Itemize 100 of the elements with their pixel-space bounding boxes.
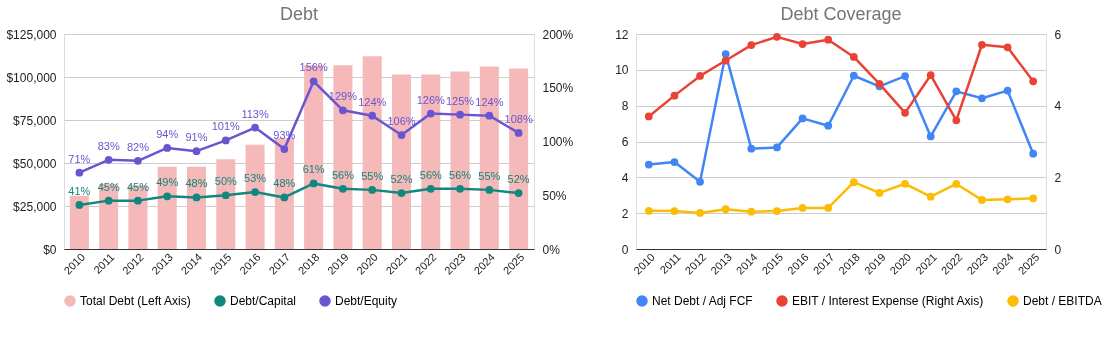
point [798,40,807,48]
data-label: 101% [211,120,241,133]
y-tick-label: 6 [621,135,629,149]
data-label: 82% [126,140,150,153]
point [978,196,986,204]
point [309,179,318,188]
point [397,131,406,139]
point [75,168,84,177]
y-tick-label: $0 [43,242,57,257]
point [75,201,84,209]
point [163,192,172,201]
data-label: 56% [419,168,442,181]
y-tick-label: $25,000 [13,199,57,214]
y-tick-label: $125,000 [6,27,57,42]
data-label: 45% [126,180,150,193]
data-label: 56% [331,168,355,181]
data-label: 50% [214,175,238,188]
y-tick-label: 2 [621,206,629,221]
point [875,189,884,197]
point [485,111,494,120]
y2-tick-label: 50% [542,188,567,203]
point [514,129,523,137]
point [849,71,858,80]
y-tick-label: 8 [621,99,629,114]
point [368,111,377,120]
data-label: 83% [97,139,120,152]
bar [274,138,294,249]
point [773,143,781,152]
point [644,206,653,215]
point [1029,194,1038,203]
point [134,156,142,165]
y-tick-label: $75,000 [13,113,57,128]
data-label: 49% [156,176,179,189]
point [824,121,833,130]
point [1003,86,1012,95]
point [926,71,935,80]
point [104,155,113,164]
y2-tick-label: 0% [542,242,561,257]
y-tick-label: $100,000 [6,70,57,85]
point [926,132,935,141]
data-label: 55% [361,169,384,182]
bar [216,159,236,249]
point [456,184,464,193]
point [397,189,406,197]
point [952,116,961,125]
y2-tick-label: 100% [542,135,574,149]
point [456,110,464,119]
y-tick-label: $50,000 [13,156,57,171]
point [747,41,756,49]
point [696,177,704,186]
point [952,180,961,188]
data-label: 125% [445,94,475,107]
point [644,112,653,121]
data-label: 52% [390,173,413,186]
point [747,144,756,153]
point [426,109,435,118]
point [978,40,986,49]
point [696,72,704,80]
y-tick-label: 0 [621,242,629,257]
point [368,186,377,194]
point [849,178,858,187]
point [251,123,259,132]
chart-title: Debt Coverage [780,4,902,24]
point [721,56,730,65]
point [901,179,909,188]
point [192,193,201,202]
data-label: 124% [475,95,504,108]
point [104,196,113,205]
point [670,158,679,166]
bar [157,166,177,249]
legend-label: Debt / EBITDA [1023,294,1102,308]
point [798,204,807,212]
point [721,50,730,58]
point [824,35,833,44]
point [824,204,833,212]
data-label: 129% [328,90,358,103]
legend-label: Debt/Capital [230,294,297,308]
bar [245,144,265,249]
y-tick-label: 4 [621,170,629,185]
data-label: 108% [504,112,533,125]
y2-tick-label: 0 [1054,242,1062,257]
legend-label: Debt/Equity [335,294,398,308]
data-label: 55% [478,169,501,182]
chart-title: Debt [279,4,319,24]
point [514,189,523,197]
point [163,144,172,152]
y2-tick-label: 2 [1054,170,1062,185]
y-tick-label: 10 [615,63,629,78]
legend-label: Total Debt (Left Axis) [80,294,191,308]
point [1029,77,1038,86]
point [221,136,230,145]
point [251,188,259,196]
point [644,160,653,169]
point [1003,43,1012,52]
point [798,114,807,123]
point [773,33,781,41]
y-tick-label: 12 [615,27,629,42]
data-label: 156% [299,61,328,74]
bar [99,183,119,249]
data-label: 45% [97,180,120,193]
